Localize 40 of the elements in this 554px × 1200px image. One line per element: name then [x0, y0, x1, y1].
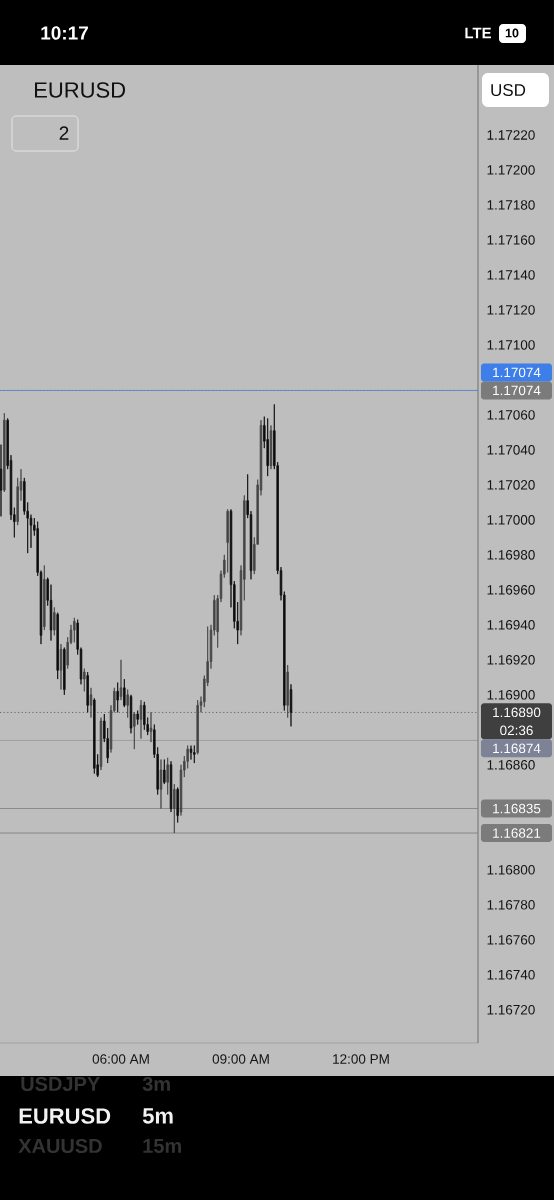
y-tick-label: 1.17020: [487, 480, 535, 490]
annotation: 2: [59, 126, 69, 140]
y-tick-label: 1.16940: [487, 620, 535, 630]
y-tick-label: 1.17160: [487, 235, 535, 245]
ref-line-label: 1.16835: [493, 803, 541, 814]
y-tick-label: 1.16860: [487, 760, 535, 770]
text: 10: [505, 28, 519, 38]
text: 5m: [142, 1108, 173, 1124]
y-tick-label: 1.17100: [487, 340, 535, 350]
y-tick-label: 1.16780: [487, 900, 535, 910]
y-tick-label: 1.16900: [487, 690, 535, 700]
text: LTE: [465, 27, 492, 39]
x-tick-label: 12:00 PM: [333, 1054, 389, 1064]
y-tick-label: 1.16740: [487, 969, 535, 980]
ref-line-label: 1.17074: [493, 385, 541, 396]
y-tick-label: 1.16720: [487, 1004, 535, 1015]
ref-line-label: 1.16890: [493, 707, 541, 718]
ref-line-label: 1.16821: [493, 828, 541, 838]
text: 10:17: [41, 26, 88, 40]
x-tick-label: 06:00 AM: [92, 1054, 149, 1064]
y-tick-label: 1.17000: [487, 515, 535, 525]
ref-line-label: 1.16874: [493, 743, 541, 754]
text: 02:36: [500, 725, 533, 736]
text: EURUSD: [19, 1108, 111, 1124]
text: EURUSD: [35, 82, 126, 98]
y-tick-label: 1.17060: [487, 410, 535, 420]
y-tick-label: 1.17200: [487, 165, 535, 175]
y-tick-label: 1.16980: [487, 550, 535, 560]
y-tick-label: 1.16760: [487, 934, 535, 945]
y-tick-label: 1.17220: [487, 130, 535, 140]
ref-line-label: 1.17074: [493, 367, 541, 378]
x-tick-label: 09:00 AM: [212, 1054, 269, 1064]
y-tick-label: 1.17120: [487, 305, 535, 315]
y-tick-label: 1.17140: [487, 270, 535, 280]
text: USD: [491, 83, 526, 97]
y-tick-label: 1.17040: [487, 445, 535, 455]
y-tick-label: 1.16960: [487, 585, 535, 595]
y-tick-label: 1.16920: [487, 655, 535, 665]
y-tick-label: 1.16800: [487, 865, 535, 875]
y-tick-label: 1.17180: [487, 200, 535, 210]
